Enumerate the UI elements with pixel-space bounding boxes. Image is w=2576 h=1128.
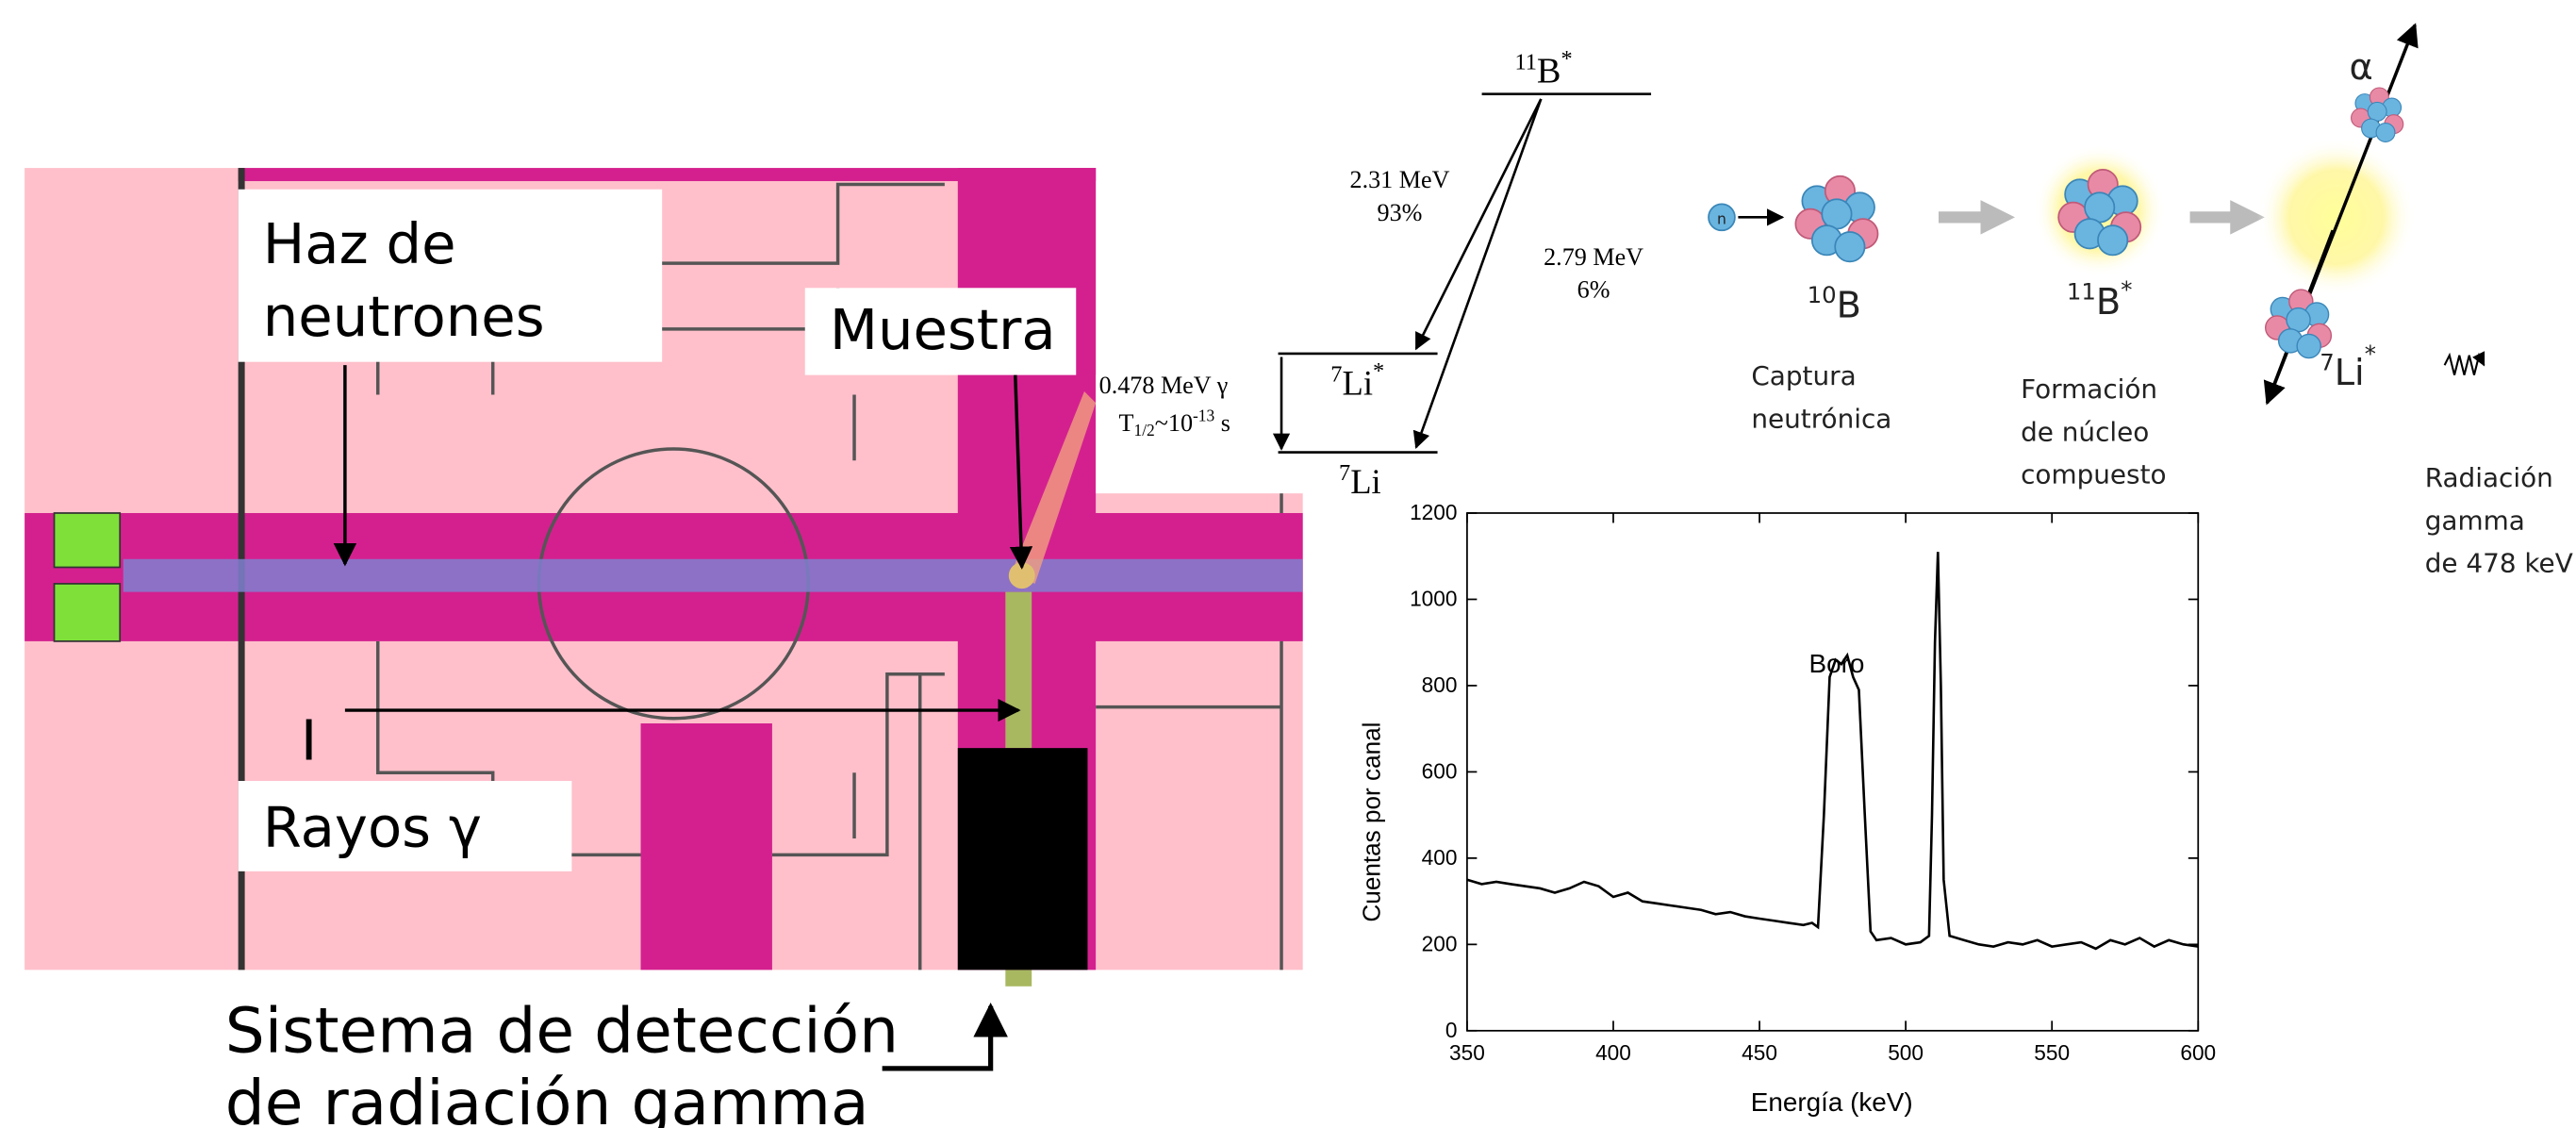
collimator bbox=[54, 584, 120, 641]
neutron-label: n bbox=[1717, 209, 1726, 227]
energy: 0.478 MeV γ bbox=[1099, 372, 1229, 399]
x-tick-label: 500 bbox=[1888, 1040, 1924, 1065]
detector bbox=[958, 748, 1088, 970]
plot-frame bbox=[1467, 513, 2198, 1031]
label: Muestra bbox=[830, 297, 1056, 362]
nuclide: 7Li* bbox=[2320, 340, 2376, 394]
gamma-path bbox=[1005, 970, 1032, 986]
symbol: Li bbox=[1350, 462, 1381, 501]
alpha-label: α bbox=[2350, 46, 2373, 89]
symbol: B bbox=[1537, 51, 1561, 91]
gamma-path bbox=[1005, 592, 1032, 749]
mass: 7 bbox=[1330, 362, 1342, 388]
mass: 7 bbox=[1339, 460, 1350, 486]
y-tick-label: 0 bbox=[1445, 1018, 1458, 1042]
label: Rayos γ bbox=[263, 795, 482, 860]
support bbox=[641, 723, 772, 970]
label: I bbox=[301, 707, 317, 772]
mass: 7 bbox=[2320, 348, 2335, 375]
nuclide: 11B* bbox=[2067, 276, 2133, 323]
mid: ~10 bbox=[1155, 409, 1193, 437]
compound-glow bbox=[2257, 139, 2415, 296]
level-label: 7Li bbox=[1339, 460, 1381, 501]
caption: Captura bbox=[1751, 360, 1856, 391]
level-label: 7Li* bbox=[1330, 358, 1384, 402]
caption: gamma bbox=[2425, 505, 2525, 536]
wave bbox=[2445, 356, 2485, 375]
mass: 11 bbox=[2067, 277, 2096, 305]
x-tick-label: 400 bbox=[1595, 1040, 1631, 1065]
caption: Radiación bbox=[2425, 462, 2553, 493]
label: Sistema de detección bbox=[225, 994, 899, 1067]
x-axis-label: Energía (keV) bbox=[1751, 1087, 1913, 1117]
level-label: 11B* bbox=[1514, 46, 1572, 91]
y-tick-label: 800 bbox=[1422, 672, 1458, 697]
label: de radiación gamma bbox=[225, 1067, 869, 1128]
label: Haz de bbox=[263, 211, 456, 276]
x-tick-label: 450 bbox=[1742, 1040, 1777, 1065]
x-tick-label: 350 bbox=[1449, 1040, 1485, 1065]
y-axis-label: Cuentas por canal bbox=[1358, 722, 1386, 922]
x-tick-label: 550 bbox=[2034, 1040, 2070, 1065]
y-tick-label: 600 bbox=[1422, 758, 1458, 783]
symbol: Li bbox=[2335, 352, 2365, 394]
y-tick-label: 400 bbox=[1422, 845, 1458, 870]
alpha bbox=[2352, 88, 2403, 141]
figure: Haz de neutrones Muestra I Rayos γ Siste… bbox=[0, 0, 2576, 1128]
caption: de núcleo bbox=[2021, 416, 2149, 447]
caption: compuesto bbox=[2021, 459, 2166, 490]
unit: s bbox=[1214, 409, 1230, 437]
reaction: n 10B Captura neutrónica 11B* Formación … bbox=[1709, 25, 2573, 579]
percent: 6% bbox=[1577, 276, 1610, 304]
caption: de 478 keV bbox=[2425, 548, 2573, 579]
nuclide: 10B bbox=[1808, 281, 1861, 327]
collimator bbox=[54, 513, 120, 567]
symbol: B bbox=[1837, 285, 1861, 327]
mark: * bbox=[1373, 358, 1384, 384]
transition bbox=[1416, 99, 1541, 447]
energy: 2.79 MeV bbox=[1544, 243, 1643, 271]
symbol: Li bbox=[1342, 364, 1373, 403]
y-tick-label: 1000 bbox=[1410, 586, 1457, 610]
y-tick-label: 1200 bbox=[1410, 500, 1457, 524]
symbol: B bbox=[2096, 281, 2121, 323]
exp: -13 bbox=[1193, 406, 1214, 424]
label: neutrones bbox=[263, 284, 545, 349]
mass: 11 bbox=[1514, 50, 1536, 75]
mark: * bbox=[2365, 340, 2376, 368]
setup: Haz de neutrones Muestra I Rayos γ Siste… bbox=[25, 168, 1303, 1128]
x-tick-label: 600 bbox=[2180, 1040, 2216, 1065]
annotation: Boro bbox=[1809, 649, 1865, 678]
level-diagram: 11B* 7Li* 7Li 2.31 MeV 93% 2.79 MeV 6% 0… bbox=[1099, 46, 1651, 501]
transition bbox=[1416, 99, 1541, 349]
mass: 10 bbox=[1808, 281, 1837, 308]
nucleus bbox=[1795, 176, 1877, 262]
caption: neutrónica bbox=[1751, 403, 1891, 434]
mark: * bbox=[1561, 46, 1573, 72]
mark: * bbox=[2121, 276, 2132, 304]
percent: 93% bbox=[1378, 199, 1423, 226]
sub: 1/2 bbox=[1134, 421, 1155, 440]
neutron-beam bbox=[124, 559, 1303, 592]
spectrum: Energía (keV) Cuentas por canal Boro 0 20… bbox=[1358, 500, 2217, 1117]
y-tick-label: 200 bbox=[1422, 931, 1458, 955]
caption: Formación bbox=[2021, 373, 2157, 405]
t: T bbox=[1119, 409, 1134, 437]
energy: 2.31 MeV bbox=[1350, 166, 1450, 193]
spectrum-line bbox=[1467, 552, 2198, 949]
